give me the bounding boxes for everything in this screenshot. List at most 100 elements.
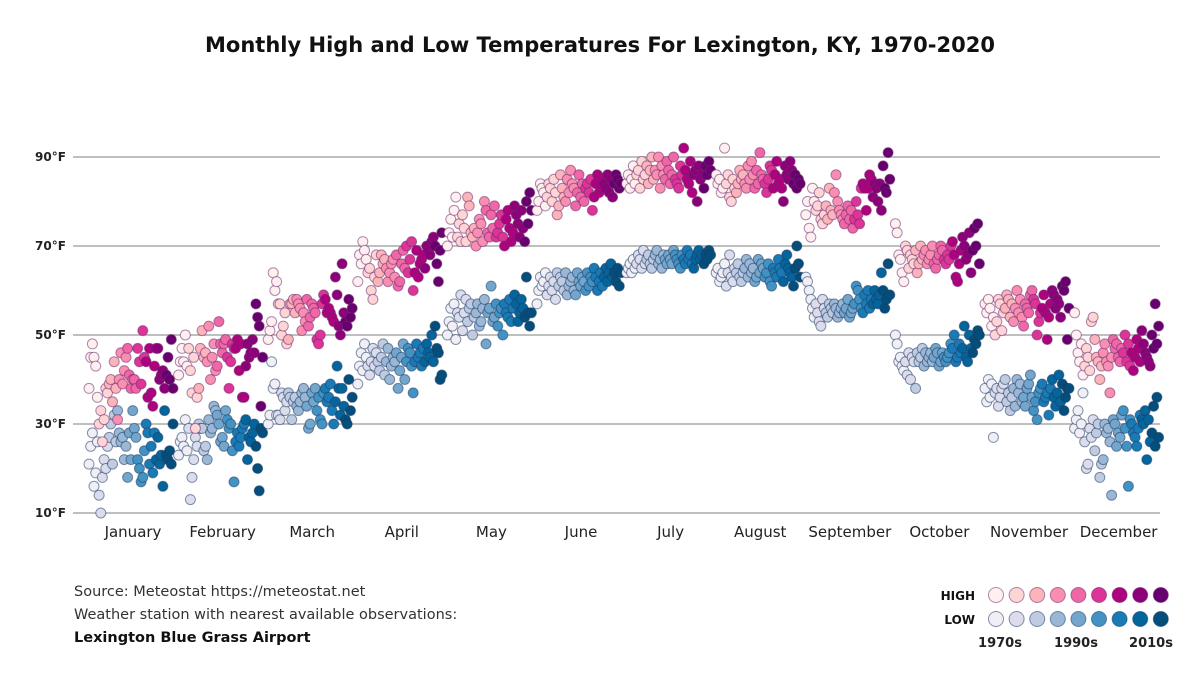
high-temp-point (1060, 276, 1072, 288)
low-temp-point (788, 280, 799, 292)
high-temp-point (88, 351, 100, 363)
y-tick-label: 90°F (35, 150, 66, 164)
high-temp-point (213, 316, 225, 328)
low-temp-point (791, 240, 803, 252)
low-temp-point (1074, 427, 1086, 439)
low-temp-point (304, 418, 316, 430)
low-temp-point (457, 325, 468, 337)
high-temp-point (522, 218, 534, 230)
low-temp-point (269, 378, 281, 390)
high-temp-point (96, 436, 108, 448)
high-temp-point (1026, 285, 1038, 296)
high-temp-point (725, 196, 737, 207)
high-temp-point (1070, 329, 1082, 341)
low-temp-point (432, 347, 444, 359)
high-temp-point (947, 236, 958, 248)
high-temp-point (813, 187, 825, 199)
high-temp-point (830, 169, 842, 181)
high-temp-point (253, 320, 265, 332)
high-temp-point (367, 293, 379, 305)
high-temp-point (1023, 307, 1035, 319)
high-temp-point (854, 218, 866, 230)
high-temp-point (331, 289, 343, 301)
high-temp-point (488, 200, 500, 212)
low-temp-point (120, 440, 132, 452)
low-temp-point (441, 329, 453, 341)
low-temp-point (803, 285, 815, 296)
low-temp-point (1121, 440, 1133, 452)
high-temp-point (578, 196, 590, 207)
high-temp-point (970, 240, 982, 252)
legend-low-swatch (1091, 611, 1107, 627)
high-temp-point (794, 178, 806, 190)
high-temp-point (203, 320, 215, 332)
low-temp-point (394, 365, 406, 377)
low-temp-point (316, 418, 328, 430)
high-temp-point (173, 369, 185, 381)
low-temp-point (531, 298, 543, 310)
low-temp-point (1082, 458, 1094, 470)
low-temp-point (233, 440, 245, 452)
high-temp-point (551, 209, 563, 221)
high-temp-point (303, 320, 314, 332)
low-temp-point (1053, 369, 1065, 381)
low-temp-point (999, 374, 1011, 385)
low-temp-point (613, 280, 625, 292)
low-temp-point (83, 458, 95, 470)
high-temp-point (805, 231, 817, 243)
high-temp-point (271, 276, 283, 288)
high-temp-point (309, 307, 321, 319)
low-temp-point (1063, 382, 1075, 394)
legend-high-swatch (1008, 587, 1025, 603)
low-temp-point (1031, 414, 1043, 426)
low-temp-point (122, 471, 134, 483)
low-temp-point (184, 494, 196, 506)
legend-high-swatch (1029, 587, 1046, 603)
high-temp-point (952, 276, 964, 288)
high-temp-point (691, 196, 703, 207)
high-temp-point (191, 391, 203, 403)
high-temp-point (684, 155, 696, 167)
low-temp-point (1094, 471, 1106, 483)
low-temp-point (429, 320, 441, 332)
high-temp-point (1053, 298, 1065, 310)
high-temp-point (98, 414, 110, 426)
low-temp-point (492, 320, 504, 332)
low-temp-point (392, 382, 404, 394)
high-temp-point (686, 187, 698, 199)
high-temp-point (108, 356, 120, 368)
high-temp-point (165, 334, 177, 345)
high-temp-point (1055, 311, 1067, 323)
high-temp-point (1138, 338, 1149, 350)
low-temp-point (186, 471, 198, 483)
low-temp-point (336, 382, 348, 394)
legend-low-swatch (1008, 611, 1025, 627)
high-temp-point (117, 378, 129, 390)
high-temp-point (889, 218, 901, 230)
high-temp-point (145, 387, 157, 399)
low-temp-point (343, 374, 355, 385)
high-temp-point (345, 311, 356, 323)
high-temp-point (372, 276, 384, 288)
low-temp-point (525, 307, 537, 319)
high-temp-point (607, 191, 619, 203)
high-temp-point (875, 204, 887, 216)
low-temp-point (891, 338, 903, 350)
station-name: Lexington Blue Grass Airport (74, 630, 311, 646)
high-temp-point (448, 204, 460, 216)
legend-high-swatch (1070, 587, 1087, 603)
low-temp-point (879, 302, 891, 314)
high-temp-point (264, 325, 276, 337)
legend-decade-1970s: 1970s (978, 636, 1022, 651)
low-temp-point (724, 249, 736, 261)
low-temp-point (137, 471, 149, 483)
high-temp-point (462, 191, 474, 203)
month-label: October (909, 523, 970, 541)
high-temp-point (412, 271, 424, 283)
high-temp-point (183, 342, 195, 354)
low-temp-point (1143, 414, 1154, 426)
high-temp-point (90, 360, 102, 372)
low-temp-point (324, 378, 336, 390)
high-temp-point (698, 182, 710, 194)
